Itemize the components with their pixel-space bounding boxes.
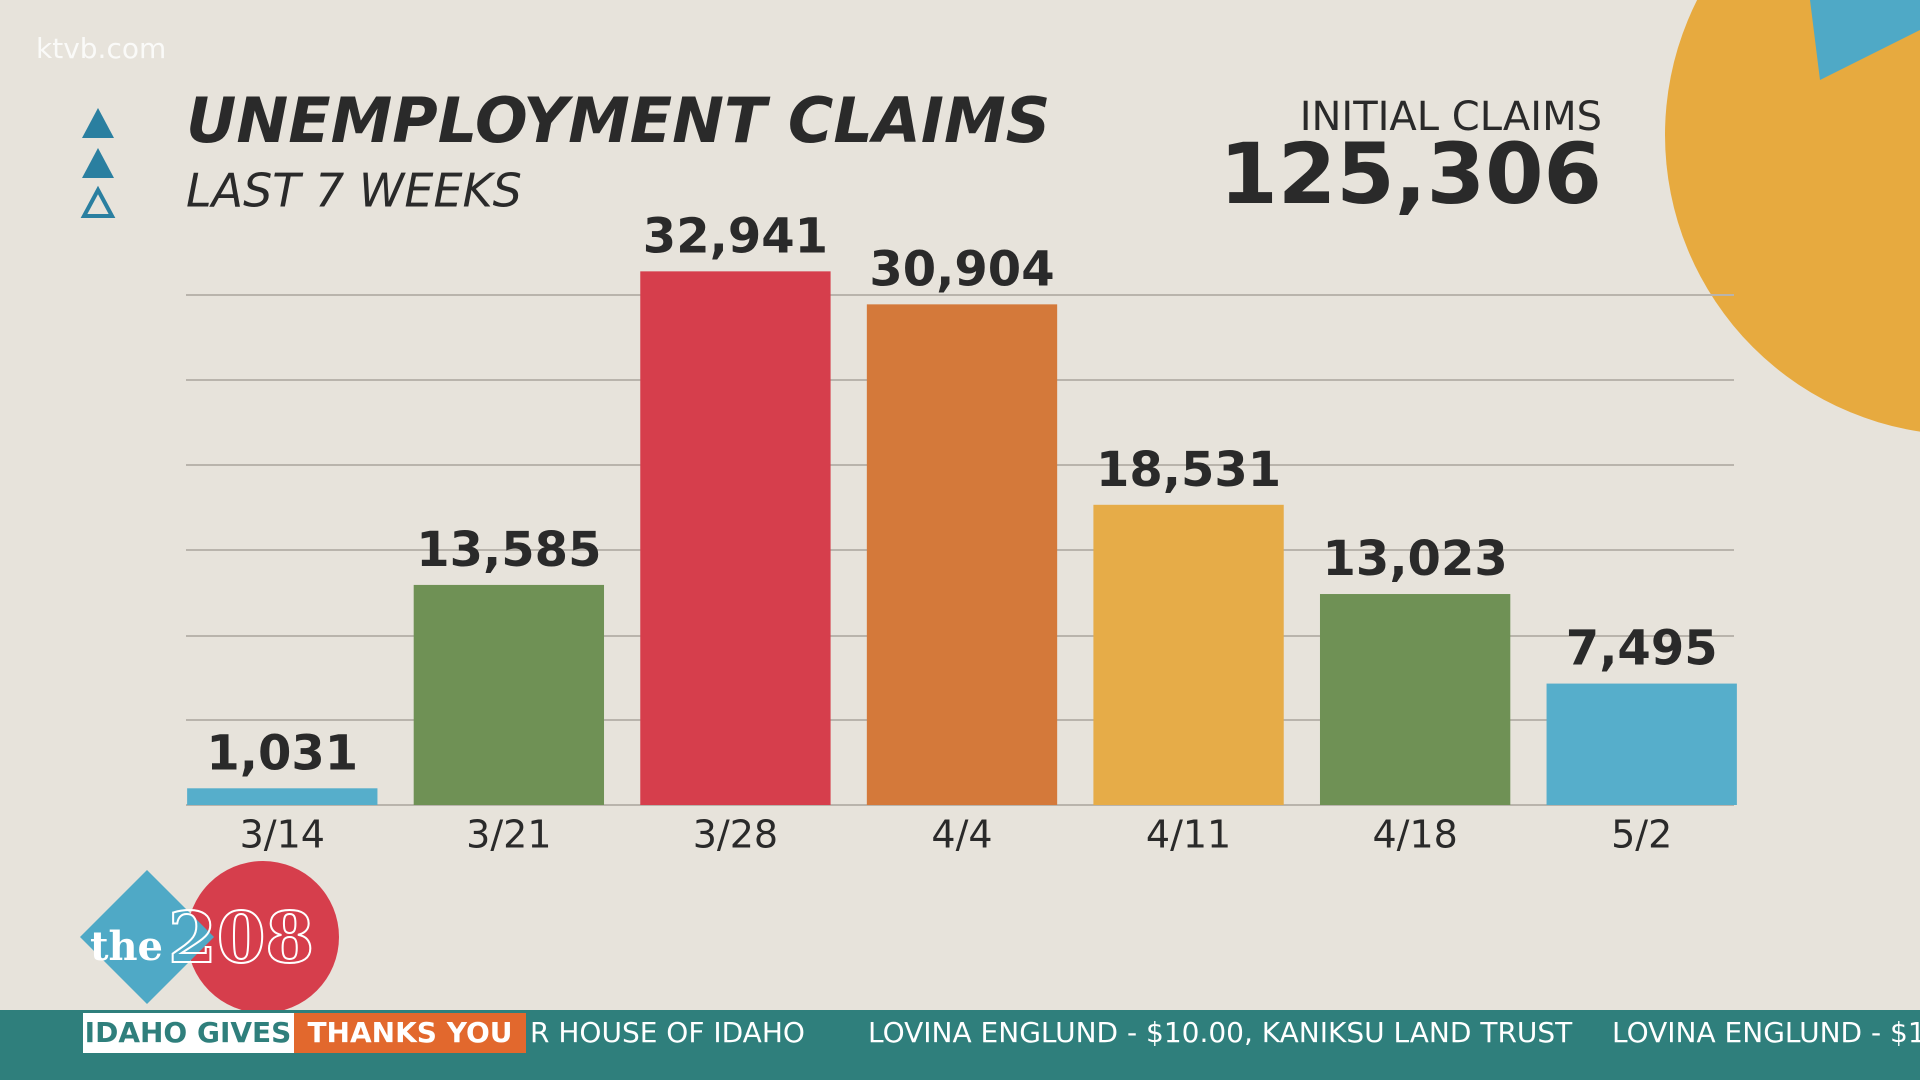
bar (866, 304, 1058, 805)
ticker-brand: IDAHO GIVES (85, 1016, 292, 1049)
icon (82, 148, 114, 178)
x-tick-label: 4/18 (1372, 813, 1457, 857)
bar (640, 271, 831, 805)
ticker-tag-box (294, 1013, 526, 1053)
bar (187, 788, 378, 805)
value-label: 18,531 (1096, 442, 1281, 498)
summary-label: INITIAL CLAIMS (1300, 94, 1602, 140)
chart-subtitle: LAST 7 WEEKS (186, 164, 522, 218)
x-tick-label: 4/11 (1146, 813, 1231, 857)
pie-decoration (1665, 0, 1920, 432)
value-label: 32,941 (643, 208, 828, 264)
logo-word: the (90, 923, 163, 970)
bar (1319, 594, 1511, 805)
logo-diamond (80, 870, 214, 1004)
icon (80, 185, 116, 218)
logo: the 208 (80, 861, 339, 1013)
summary-value: 125,306 (1219, 125, 1602, 223)
bar (1546, 683, 1737, 805)
ticker-item: LOVINA ENGLUND - $10.00, KANIKSU LAND TR… (868, 1016, 1573, 1049)
chart-title: UNEMPLOYMENT CLAIMS (186, 84, 1050, 157)
logo-circle (187, 861, 339, 1013)
pie-slice-decoration (1810, 0, 1920, 80)
watermark: ktvb.com (36, 32, 166, 65)
value-label: 7,495 (1566, 621, 1718, 677)
x-tick-label: 5/2 (1611, 813, 1672, 857)
bar (413, 584, 605, 805)
x-tick-label: 3/14 (240, 813, 325, 857)
value-label: 30,904 (869, 241, 1054, 297)
ticker-tag: THANKS YOU (307, 1016, 512, 1049)
ticker-item: LOVINA ENGLUND - $10, (1612, 1016, 1920, 1049)
ticker-item: R HOUSE OF IDAHO (530, 1016, 805, 1049)
value-label: 1,031 (206, 725, 358, 781)
x-tick-label: 3/21 (466, 813, 551, 857)
ticker-brand-box (83, 1013, 294, 1053)
value-label: 13,023 (1323, 531, 1508, 587)
logo-number: 208 (168, 896, 314, 979)
icon (82, 108, 114, 138)
value-label: 13,585 (416, 522, 601, 578)
bar (1093, 504, 1284, 805)
x-tick-label: 4/4 (931, 813, 992, 857)
x-tick-label: 3/28 (693, 813, 778, 857)
